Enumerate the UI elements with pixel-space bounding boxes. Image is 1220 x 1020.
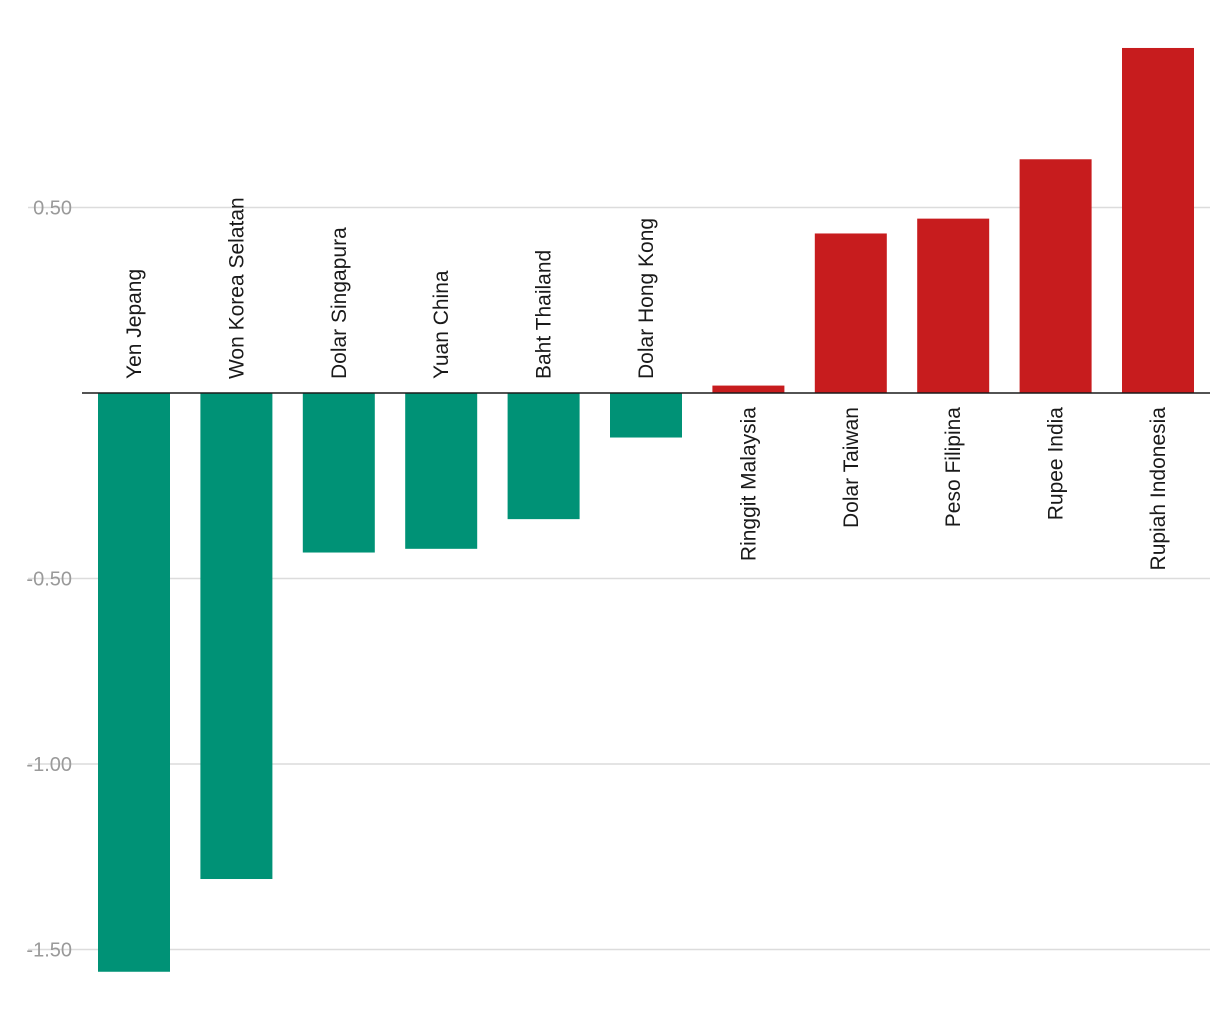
category-label: Ringgit Malaysia (737, 407, 760, 561)
category-label: Yen Jepang (123, 269, 146, 379)
bar (302, 393, 375, 553)
bar (405, 393, 478, 549)
bar (200, 393, 273, 880)
bar (814, 233, 887, 393)
bars (98, 47, 1194, 972)
category-label: Peso Filipina (942, 407, 965, 528)
category-labels: Yen Jepang Won Korea Selatan Dolar Singapu… (123, 197, 1170, 570)
bar (712, 385, 785, 393)
category-label: Dolar Singapura (328, 227, 351, 379)
y-tick-label: -0.50 (26, 569, 72, 591)
bar (610, 393, 682, 438)
category-label: Baht Thailand (533, 250, 556, 379)
bar (1122, 47, 1194, 393)
y-tick-label: -1.50 (26, 940, 72, 962)
bar (917, 218, 990, 393)
category-label: Dolar Taiwan (840, 407, 863, 528)
category-label: Yuan China (430, 270, 453, 379)
y-tick-label: 0.50 (33, 198, 72, 220)
category-label: Dolar Hong Kong (635, 218, 658, 379)
y-axis-tick-labels: 0.50 -0.50 -1.00 -1.50 (26, 198, 72, 962)
y-tick-label: -1.00 (26, 754, 72, 776)
category-label: Won Korea Selatan (225, 197, 248, 379)
category-label: Rupee India (1045, 407, 1068, 521)
category-label: Rupiah Indonesia (1147, 407, 1170, 571)
bar (507, 393, 580, 520)
bar (98, 393, 170, 972)
bar (1019, 159, 1092, 393)
